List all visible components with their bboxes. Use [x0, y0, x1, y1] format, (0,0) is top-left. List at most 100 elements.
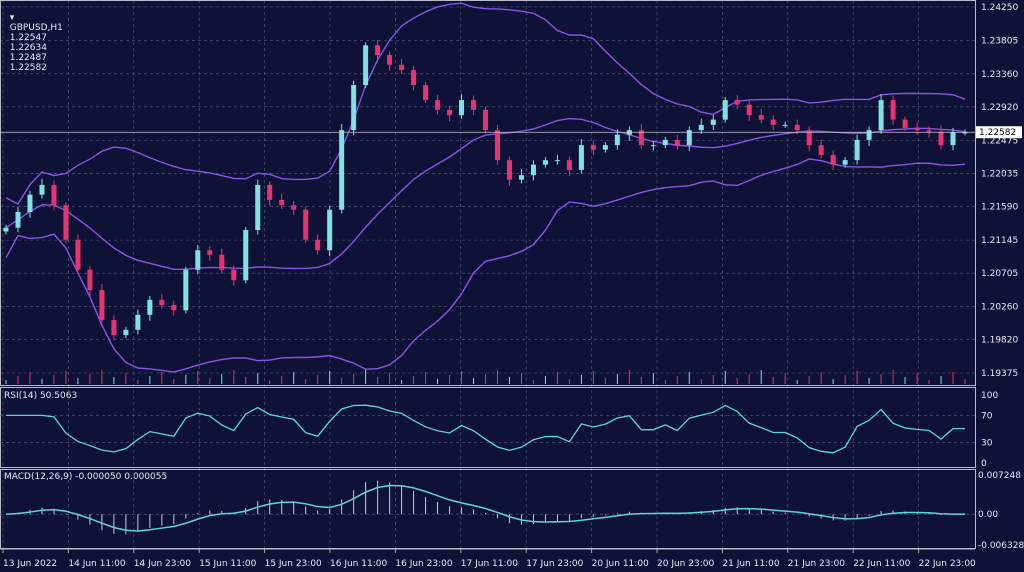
candle-body	[27, 194, 33, 212]
candle-body	[423, 85, 429, 101]
candle-body	[435, 100, 441, 110]
candle-body	[902, 119, 908, 128]
candle-body	[87, 269, 93, 291]
time-tick-label: 21 Jun 11:00	[722, 559, 779, 569]
price-tick-label: 1.20260	[981, 303, 1018, 313]
candle-body	[447, 109, 453, 116]
candle-body	[15, 211, 21, 228]
macd-label: MACD(12,26,9) -0.000050 0.000055	[4, 472, 168, 482]
candle-body	[99, 290, 105, 321]
time-tick-label: 22 Jun 23:00	[919, 559, 976, 569]
candle-body	[818, 145, 824, 155]
time-tick-label: 22 Jun 11:00	[853, 559, 910, 569]
rsi-label: RSI(14) 50.5063	[4, 391, 78, 401]
candle-body	[890, 100, 896, 120]
current-price-label: 1.22582	[979, 128, 1016, 138]
price-tick-label: 1.23805	[981, 36, 1018, 46]
candle-body	[195, 250, 201, 270]
candle-body	[638, 130, 644, 146]
candle-body	[267, 184, 273, 200]
macd-signal-line	[5, 484, 966, 532]
candle-body	[686, 130, 692, 146]
candle-body	[554, 160, 560, 162]
time-tick-label: 20 Jun 23:00	[657, 559, 714, 569]
time-tick-label: 14 Jun 11:00	[68, 559, 125, 569]
candle-body	[518, 175, 524, 180]
candle-body	[411, 70, 417, 86]
candle-body	[962, 132, 968, 134]
candle-body	[39, 184, 45, 195]
candle-body	[219, 254, 225, 270]
time-tick-label: 14 Jun 23:00	[134, 559, 191, 569]
candle-body	[63, 205, 69, 240]
candle-body	[674, 139, 680, 146]
price-tick-label: 1.21590	[981, 203, 1018, 213]
macd-tick-label: -0.006328	[978, 541, 1024, 551]
candle-body	[459, 100, 465, 116]
price-tick-label: 1.22475	[981, 136, 1018, 146]
candle-body	[542, 160, 548, 165]
candle-body	[339, 130, 345, 210]
candle-body	[123, 329, 129, 336]
dropdown-triangle-icon[interactable]: ▾	[9, 13, 15, 23]
candle-body	[279, 199, 285, 206]
candle-body	[303, 209, 309, 240]
rsi-tick-label: 70	[981, 411, 993, 421]
time-tick-label: 13 Jun 2022	[3, 559, 57, 569]
candle-body	[602, 145, 608, 150]
candle-body	[327, 209, 333, 251]
time-tick-label: 17 Jun 11:00	[461, 559, 518, 569]
price-tick-label: 1.22920	[981, 103, 1018, 113]
candle-body	[171, 305, 177, 311]
candle-body	[3, 227, 9, 232]
candle-body	[243, 229, 249, 281]
candle-body	[291, 205, 297, 210]
panel-border	[0, 387, 976, 468]
candle-body	[483, 109, 488, 131]
candle-body	[111, 320, 117, 336]
candle-body	[914, 127, 920, 131]
candle-body	[698, 124, 704, 131]
price-tick-label: 1.23360	[981, 70, 1018, 80]
candle-body	[159, 299, 165, 306]
candle-body	[806, 130, 812, 146]
candle-body	[363, 45, 369, 86]
rsi-tick-label: 30	[981, 439, 993, 449]
candle-body	[842, 160, 848, 165]
candle-body	[662, 139, 668, 146]
candle-body	[878, 100, 884, 131]
candle-body	[255, 184, 261, 230]
bollinger-upper	[5, 2, 966, 206]
candle-body	[231, 269, 237, 281]
candle-body	[770, 119, 776, 125]
candle-body	[183, 269, 189, 311]
chart-header: ▾ GBPUSD,H1 1.22547 1.22634 1.22487 1.22…	[4, 3, 63, 73]
candle-body	[950, 132, 956, 146]
candle-body	[926, 130, 932, 132]
candle-body	[494, 130, 500, 161]
bollinger-lower	[5, 158, 966, 373]
time-tick-label: 16 Jun 23:00	[395, 559, 452, 569]
macd-tick-label: 0.007248	[978, 471, 1021, 481]
candle-body	[315, 239, 321, 251]
candle-body	[650, 145, 656, 147]
close-value: 1.22582	[9, 63, 47, 73]
candle-body	[734, 100, 740, 105]
open-value: 1.22547	[9, 33, 47, 43]
candle-body	[794, 124, 800, 131]
candle-body	[506, 160, 512, 180]
time-tick-label: 16 Jun 11:00	[330, 559, 387, 569]
panel-border	[0, 0, 976, 386]
candle-body	[854, 139, 860, 161]
low-value: 1.22487	[9, 53, 47, 63]
price-tick-label: 1.19375	[981, 369, 1018, 379]
candle-body	[375, 45, 381, 56]
rsi-line	[6, 404, 965, 454]
bollinger-middle	[5, 117, 966, 271]
candle-body	[938, 131, 944, 146]
candle-body	[566, 160, 572, 170]
candle-body	[207, 250, 213, 255]
candle-body	[351, 85, 357, 131]
rsi-tick-label: 100	[981, 391, 998, 401]
